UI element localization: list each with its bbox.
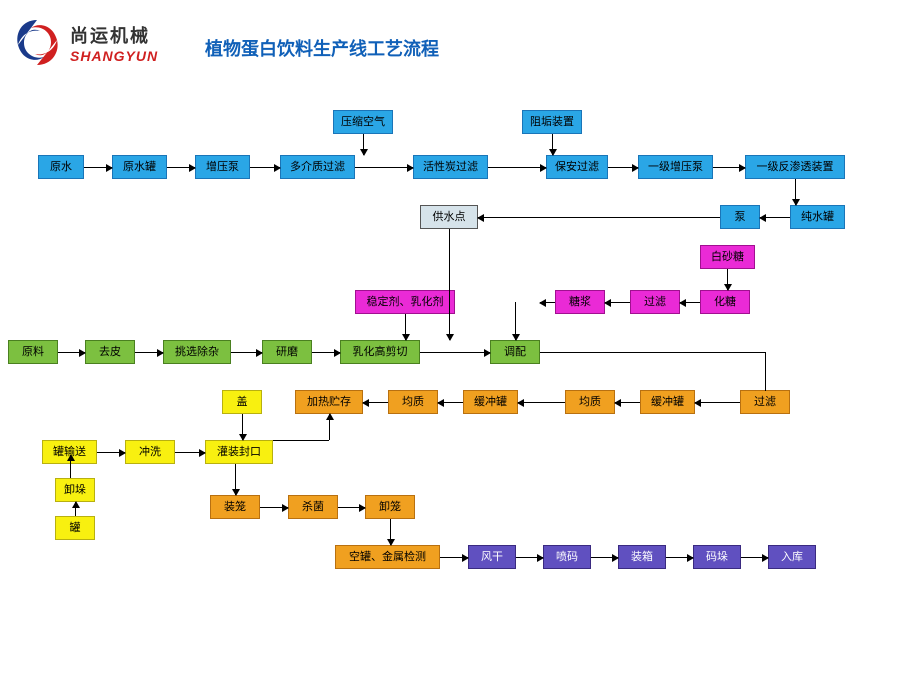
node-n_pm: 喷码 xyxy=(543,545,591,569)
node-n_txcz: 挑选除杂 xyxy=(163,340,231,364)
arrow xyxy=(75,502,76,516)
arrow xyxy=(680,302,700,303)
node-n_yjfs: 一级反渗透装置 xyxy=(745,155,845,179)
arrow xyxy=(516,557,543,558)
node-n_fg: 风干 xyxy=(468,545,516,569)
node-n_gzfk: 灌装封口 xyxy=(205,440,273,464)
arrow xyxy=(231,352,262,353)
node-n_zgzz: 阻垢装置 xyxy=(522,110,582,134)
node-n_jrzc: 加热贮存 xyxy=(295,390,363,414)
node-n_gl_m: 过滤 xyxy=(630,290,680,314)
node-n_rhgjq: 乳化高剪切 xyxy=(340,340,420,364)
arrow xyxy=(695,402,740,403)
arrow xyxy=(540,302,555,303)
node-n_rk: 入库 xyxy=(768,545,816,569)
arrow xyxy=(438,402,463,403)
node-n_tp: 调配 xyxy=(490,340,540,364)
node-n_kgjc: 空罐、金属检测 xyxy=(335,545,440,569)
node-n_zx: 装箱 xyxy=(618,545,666,569)
arrow xyxy=(449,229,450,340)
arrow xyxy=(420,352,490,353)
node-n_gsd: 供水点 xyxy=(420,205,478,229)
node-n_guan: 罐 xyxy=(55,516,95,540)
node-n_hcg2: 缓冲罐 xyxy=(640,390,695,414)
arrow xyxy=(518,402,565,403)
connector xyxy=(329,414,330,440)
node-n_beng: 泵 xyxy=(720,205,760,229)
arrow xyxy=(515,314,516,340)
arrow xyxy=(488,167,546,168)
node-n_yl: 原料 xyxy=(8,340,58,364)
node-n_djgz: 多介质过滤 xyxy=(280,155,355,179)
node-n_ht: 化糖 xyxy=(700,290,750,314)
arrow xyxy=(312,352,340,353)
node-n_wdj: 稳定剂、乳化剂 xyxy=(355,290,455,314)
arrow xyxy=(795,179,796,205)
arrow xyxy=(363,402,388,403)
connector xyxy=(765,352,766,391)
arrow xyxy=(440,557,468,558)
arrow xyxy=(605,302,630,303)
connector xyxy=(540,352,765,353)
logo-text: 尚运机械 SHANGYUN xyxy=(70,22,158,64)
node-n_xd: 卸垛 xyxy=(55,478,95,502)
arrow xyxy=(615,402,640,403)
connector xyxy=(273,440,329,441)
node-n_ym: 研磨 xyxy=(262,340,312,364)
arrow xyxy=(478,217,720,218)
logo: 尚运机械 SHANGYUN xyxy=(10,15,158,70)
logo-swirl-icon xyxy=(10,15,65,70)
arrow xyxy=(58,352,85,353)
node-n_md: 码垛 xyxy=(693,545,741,569)
node-n_gai: 盖 xyxy=(222,390,262,414)
connector xyxy=(515,302,516,314)
logo-en: SHANGYUN xyxy=(70,48,158,64)
arrow xyxy=(175,452,205,453)
node-n_cx: 冲洗 xyxy=(125,440,175,464)
arrow xyxy=(235,464,236,495)
page-title: 植物蛋白饮料生产线工艺流程 xyxy=(205,35,439,61)
arrow xyxy=(741,557,768,558)
arrow xyxy=(84,167,112,168)
node-n_zl: 装笼 xyxy=(210,495,260,519)
arrow xyxy=(250,167,280,168)
node-n_jz1: 均质 xyxy=(388,390,438,414)
arrow xyxy=(242,414,243,440)
arrow xyxy=(552,134,553,155)
arrow xyxy=(363,134,364,155)
arrow xyxy=(390,519,391,545)
node-n_bst: 白砂糖 xyxy=(700,245,755,269)
node-n_yjzyb: 一级增压泵 xyxy=(638,155,713,179)
node-n_bals: 保安过滤 xyxy=(546,155,608,179)
node-n_hcg1: 缓冲罐 xyxy=(463,390,518,414)
arrow xyxy=(260,507,288,508)
arrow xyxy=(727,269,728,290)
node-n_csg: 纯水罐 xyxy=(790,205,845,229)
node-n_ysg: 原水罐 xyxy=(112,155,167,179)
logo-cn: 尚运机械 xyxy=(70,22,158,48)
node-n_jz2: 均质 xyxy=(565,390,615,414)
node-n_gl_o: 过滤 xyxy=(740,390,790,414)
node-n_hxt: 活性炭过滤 xyxy=(413,155,488,179)
arrow xyxy=(591,557,618,558)
node-n_zyb: 增压泵 xyxy=(195,155,250,179)
arrow xyxy=(97,452,125,453)
node-n_qp: 去皮 xyxy=(85,340,135,364)
node-n_ys: 原水 xyxy=(38,155,84,179)
arrow xyxy=(70,455,71,478)
arrow xyxy=(713,167,745,168)
arrow xyxy=(355,167,413,168)
arrow xyxy=(135,352,163,353)
node-n_yskq: 压缩空气 xyxy=(333,110,393,134)
arrow xyxy=(608,167,638,168)
arrow xyxy=(167,167,195,168)
node-n_xl: 卸笼 xyxy=(365,495,415,519)
arrow xyxy=(760,217,790,218)
arrow xyxy=(405,314,406,340)
arrow xyxy=(338,507,365,508)
arrow xyxy=(666,557,693,558)
node-n_tj: 糖浆 xyxy=(555,290,605,314)
node-n_sj: 杀菌 xyxy=(288,495,338,519)
